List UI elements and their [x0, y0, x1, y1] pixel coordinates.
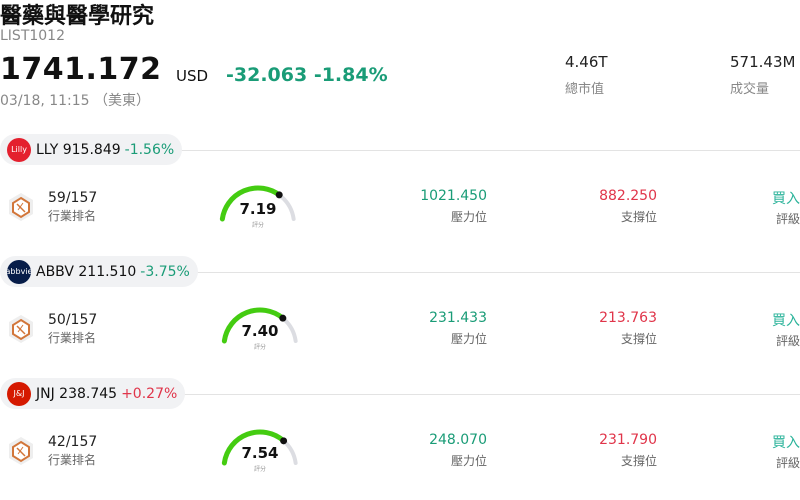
- score-value: 7.40: [241, 322, 279, 340]
- logo-text: abbvie: [7, 267, 31, 276]
- resistance-label: 壓力位: [450, 332, 487, 346]
- industry-rank-label: 行業排名: [48, 453, 97, 467]
- ticker-price: JNJ 238.745: [36, 385, 118, 402]
- score-value: 7.54: [241, 444, 279, 462]
- company-logo-icon: Lilly: [7, 137, 31, 162]
- rating-label: 評級: [775, 212, 800, 226]
- industry-rank-value: 59/157: [48, 190, 98, 206]
- gauge-fill: [221, 429, 287, 466]
- industry-rank-value: 42/157: [48, 434, 98, 450]
- row-divider: [180, 150, 800, 151]
- industry-rank-value: 50/157: [48, 312, 98, 328]
- stock-change-pct: -3.75%: [140, 263, 190, 280]
- score-gauge: [219, 185, 296, 222]
- gauge-fill: [221, 307, 286, 344]
- gauge-pointer: [275, 191, 283, 199]
- logo-text: J&J: [13, 389, 25, 398]
- ticker-price: LLY 915.849: [36, 141, 121, 158]
- support-label: 支撐位: [620, 332, 657, 346]
- row-divider: [180, 394, 800, 395]
- industry-rank-icon: [9, 437, 33, 465]
- company-logo-icon: abbvie: [7, 259, 31, 284]
- resistance-label: 壓力位: [450, 210, 487, 224]
- support-value: 231.790: [599, 432, 657, 448]
- logo-text: Lilly: [11, 145, 27, 154]
- row-divider: [180, 272, 800, 273]
- volume-value: 571.43M: [730, 53, 796, 71]
- support-label: 支撐位: [620, 210, 657, 224]
- company-logo-icon: J&J: [7, 381, 31, 406]
- score-gauge: [221, 429, 298, 466]
- resistance-value: 248.070: [429, 432, 487, 448]
- ticker-price: ABBV 211.510: [36, 263, 137, 280]
- industry-rank-icon: [9, 193, 33, 221]
- score-label: 評分: [253, 466, 266, 473]
- stock-change-pct: +0.27%: [121, 385, 178, 402]
- resistance-value: 231.433: [429, 310, 487, 326]
- industry-rank-label: 行業排名: [48, 331, 97, 345]
- score-value: 7.19: [239, 200, 277, 218]
- stock-chip[interactable]: J&J JNJ 238.745 +0.27%: [0, 378, 186, 409]
- score-gauge: [221, 307, 298, 344]
- gauge-fill: [219, 185, 282, 222]
- list-code: LIST1012: [0, 28, 65, 44]
- price-change: -32.063 -1.84%: [226, 64, 388, 86]
- support-value: 213.763: [599, 310, 657, 326]
- score-label: 評分: [251, 222, 264, 229]
- gauge-pointer: [279, 314, 287, 322]
- stock-chip[interactable]: Lilly LLY 915.849 -1.56%: [0, 134, 183, 165]
- page-title: 醫藥與醫學研究: [0, 4, 155, 29]
- rating-label: 評級: [775, 456, 800, 470]
- gauge-pointer: [280, 437, 288, 445]
- resistance-value: 1021.450: [420, 188, 487, 204]
- timestamp: 03/18, 11:15 （美東）: [0, 93, 151, 109]
- score-label: 評分: [253, 344, 266, 351]
- currency-label: USD: [176, 67, 209, 85]
- market-cap-value: 4.46T: [565, 53, 608, 71]
- stock-chip[interactable]: abbvie ABBV 211.510 -3.75%: [0, 256, 198, 287]
- stock-change-pct: -1.56%: [124, 141, 175, 158]
- support-label: 支撐位: [620, 454, 657, 468]
- index-price: 1741.172: [0, 52, 162, 87]
- stock-row[interactable]: Lilly LLY 915.849 -1.56% 59/157 行業排名 7.1…: [0, 134, 800, 256]
- industry-rank-icon: [9, 315, 33, 343]
- volume-label: 成交量: [730, 82, 770, 97]
- resistance-label: 壓力位: [450, 454, 487, 468]
- stock-row[interactable]: abbvie ABBV 211.510 -3.75% 50/157 行業排名 7…: [0, 256, 800, 378]
- rating-value[interactable]: 買入: [772, 313, 800, 329]
- industry-rank-label: 行業排名: [48, 209, 97, 223]
- rating-value[interactable]: 買入: [772, 191, 800, 207]
- rating-value[interactable]: 買入: [772, 435, 800, 451]
- support-value: 882.250: [599, 188, 657, 204]
- market-cap-label: 總市值: [565, 82, 605, 97]
- stock-row[interactable]: J&J JNJ 238.745 +0.27% 42/157 行業排名 7.54 …: [0, 378, 800, 500]
- rating-label: 評級: [775, 334, 800, 348]
